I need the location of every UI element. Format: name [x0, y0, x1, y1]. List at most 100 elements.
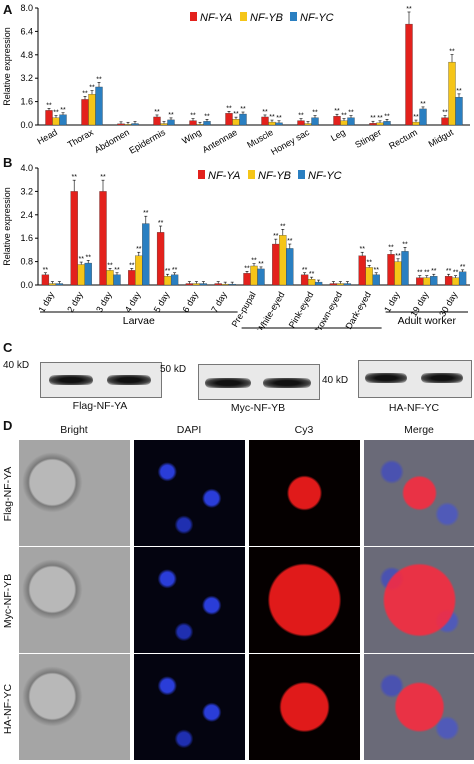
significance-label: ** [442, 110, 448, 117]
significance-label: ** [114, 267, 120, 274]
micrograph-1-3 [249, 440, 360, 546]
significance-label: ** [402, 241, 408, 248]
bar [448, 61, 456, 126]
significance-label: ** [370, 115, 376, 122]
bar [314, 281, 323, 286]
blot-marker-2: 50 kD [160, 364, 187, 375]
bar [113, 274, 121, 286]
col-header-merge: Merge [404, 424, 434, 436]
bar [55, 283, 64, 286]
micrograph-3-1 [19, 654, 130, 760]
bar [214, 283, 222, 286]
significance-label: ** [431, 268, 437, 275]
western-blot-3 [358, 360, 472, 398]
significance-label: ** [251, 258, 257, 265]
panel-a-label: A [3, 2, 13, 17]
bar [347, 117, 355, 126]
y-tick-label: 4.0 [20, 163, 33, 173]
micrograph-1-4 [364, 440, 474, 546]
x-tick-label: Thorax [66, 127, 96, 150]
significance-label: ** [204, 113, 210, 120]
bar [372, 274, 380, 286]
bar [153, 116, 161, 126]
significance-label: ** [168, 112, 174, 119]
bar [336, 283, 345, 286]
bar [307, 278, 316, 286]
y-tick-label: 0.0 [20, 120, 33, 130]
legend-label: NF-YB [250, 12, 283, 24]
significance-label: ** [309, 271, 315, 278]
significance-label: ** [244, 265, 250, 272]
bar [358, 255, 366, 286]
bar [167, 119, 175, 126]
bar [135, 255, 143, 286]
significance-label: ** [143, 210, 149, 217]
legend-label: NF-YB [258, 170, 291, 182]
bar [117, 123, 125, 126]
x-tick-label: Brown-eyed [311, 290, 344, 330]
bar [88, 94, 96, 126]
legend-label: NF-YA [200, 12, 232, 24]
bar [365, 267, 373, 286]
significance-label: ** [89, 85, 95, 92]
bar [232, 119, 240, 126]
significance-label: ** [240, 106, 246, 113]
bar [416, 277, 424, 286]
significance-label: ** [158, 220, 164, 227]
bar [286, 248, 294, 286]
chart-b: 0.0 0.8 1.6 2.4 3.2 4.0 Relative expression ** 1… [2, 163, 470, 330]
col-header-cy3: Cy3 [294, 424, 314, 436]
y-tick-label: 2.4 [20, 210, 33, 220]
significance-label: ** [341, 113, 347, 120]
bar [394, 261, 402, 286]
micrograph-2-2 [134, 547, 245, 653]
x-tick-label: 7 day [209, 290, 229, 314]
x-tick-label: Dark-eyed [344, 290, 373, 330]
bar [160, 123, 168, 126]
blot-label-2: Myc-NF-YB [230, 402, 286, 414]
bar [196, 124, 204, 126]
bar [106, 270, 114, 286]
significance-label: ** [456, 88, 462, 95]
y-axis-label: Relative expression [2, 27, 12, 106]
legend-swatch [240, 12, 247, 21]
bar [412, 121, 420, 126]
bar [199, 283, 208, 286]
significance-label: ** [258, 261, 264, 268]
x-tick-label: Stinger [353, 127, 383, 150]
bar [228, 283, 236, 286]
significance-label: ** [406, 6, 412, 13]
x-tick-label: 4 day [123, 290, 143, 314]
micrograph-2-4 [364, 547, 474, 653]
bar [239, 113, 247, 126]
significance-label: ** [165, 268, 171, 275]
significance-label: ** [71, 174, 77, 181]
blot-marker-3: 40 kD [322, 375, 349, 386]
row-label-3: HA-NF-YC [2, 683, 14, 735]
significance-label: ** [395, 253, 401, 260]
x-tick-label: 2 day [65, 290, 85, 314]
x-tick-label: 6 day [180, 290, 200, 314]
legend-swatch [290, 12, 297, 21]
significance-label: ** [136, 246, 142, 253]
bar [189, 120, 197, 126]
bar [343, 283, 352, 286]
significance-label: ** [334, 108, 340, 115]
y-tick-label: 1.6 [20, 233, 33, 243]
y-tick-label: 8.0 [20, 3, 33, 13]
significance-label: ** [453, 270, 459, 277]
significance-label: ** [172, 267, 178, 274]
significance-label: ** [100, 174, 106, 181]
bar [297, 120, 305, 126]
significance-label: ** [449, 49, 455, 56]
x-tick-label: 3 day [94, 290, 114, 314]
bar [59, 114, 67, 126]
western-blot-2 [198, 364, 320, 400]
bar [131, 123, 139, 126]
bar [401, 251, 409, 286]
significance-label: ** [226, 105, 232, 112]
bar [163, 276, 172, 286]
bar [419, 108, 427, 126]
bar [311, 117, 319, 126]
